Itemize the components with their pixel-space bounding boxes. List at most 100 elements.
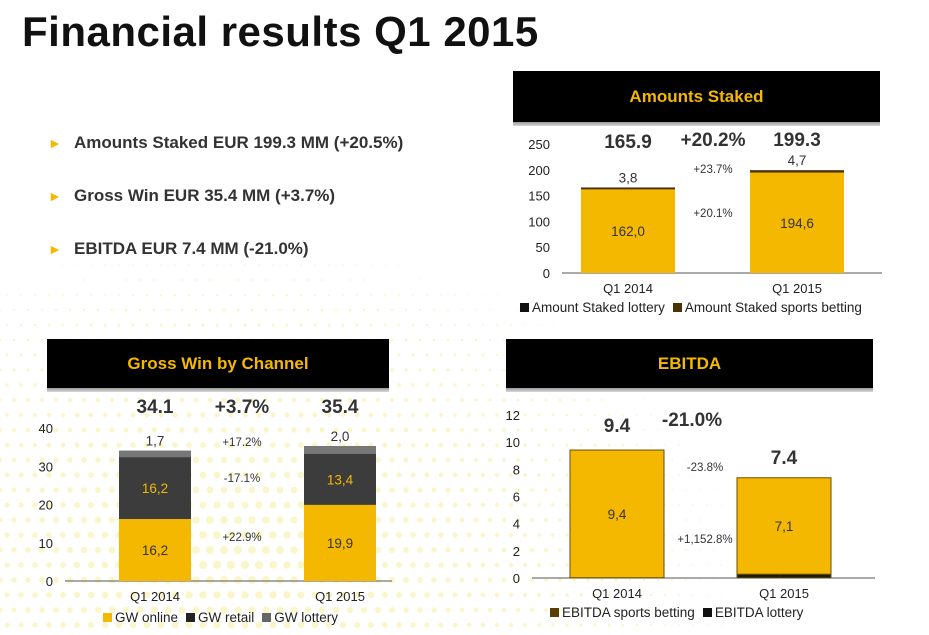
background-dot [213,471,221,479]
background-dot [145,323,149,327]
background-dot [115,591,123,599]
background-dot [206,576,214,584]
background-dot [103,293,107,297]
background-dot [0,368,2,372]
background-dot [251,249,253,251]
background-dot [25,577,31,583]
background-dot [381,591,389,599]
background-dot [297,531,305,539]
background-dot [558,548,562,552]
background-dot [291,427,297,433]
legend-label: EBITDA sports betting [562,605,695,620]
background-dot [565,473,569,477]
background-dot [146,264,148,266]
background-dot [424,622,430,628]
background-dot [551,563,555,567]
background-dot [67,457,73,463]
key-figures-list: ► Amounts Staked EUR 199.3 MM (+20.5%) ►… [48,130,403,289]
background-dot [487,577,493,583]
data-label: 2,0 [331,429,350,444]
background-dot [663,593,667,597]
background-dot [614,578,618,582]
background-dot [426,294,428,296]
background-dot [256,442,262,448]
background-dot [80,516,88,524]
amounts-staked-svg: 0 50 100 150 200 250 162,0 3,8 Q1 2014 165.9 194,6… [528,130,882,296]
background-dot [671,459,673,461]
background-dot [664,444,666,446]
background-dot [221,427,227,433]
background-dot [670,518,674,522]
background-dot [305,427,311,433]
gross-win-svg: 0 10 20 30 40 16,2 16,2 1,7 Q1 2014 34.1 19,9 13,4 2… [39,397,392,604]
background-dot [290,486,298,494]
background-dot [417,607,423,613]
background-dot [649,623,653,627]
background-dot [502,398,506,402]
background-dot [670,578,674,582]
background-dot [130,412,136,418]
background-dot [248,576,256,584]
background-dot [39,577,45,583]
background-dot [678,474,680,476]
background-dot [83,279,85,281]
background-dot [355,293,359,297]
background-dot [381,561,389,569]
background-dot [66,546,74,554]
amounts-staked-legend: Amount Staked lottery Amount Staked spor… [520,300,870,315]
background-dot [487,517,493,523]
background-dot [614,608,618,612]
background-dot [54,308,58,312]
y-tick-label: 2 [513,544,520,559]
background-dot [502,428,506,432]
background-dot [509,413,513,417]
background-dot [207,427,213,433]
background-dot [199,471,207,479]
background-dot [706,564,708,566]
background-dot [403,577,409,583]
y-tick-label: 10 [39,536,53,551]
background-dot [234,606,242,614]
background-dot [88,442,94,448]
background-dot [370,264,372,266]
background-dot [101,591,109,599]
background-dot [304,606,312,614]
background-dot [241,471,249,479]
background-dot [173,323,177,327]
background-dot [600,578,604,582]
background-dot [4,562,10,568]
background-dot [650,414,652,416]
background-dot [403,427,409,433]
background-dot [417,517,423,523]
background-dot [192,576,200,584]
background-dot [459,517,465,523]
background-dot [279,279,281,281]
background-dot [391,279,393,281]
background-dot [363,279,365,281]
background-dot [247,545,257,555]
background-dot [62,294,64,296]
background-dot [276,576,284,584]
background-dot [227,591,235,599]
background-dot [269,561,277,569]
background-dot [298,412,304,418]
background-dot [139,279,141,281]
background-dot [117,293,121,297]
background-dot [263,427,269,433]
background-dot [27,279,29,281]
legend-label: GW lottery [274,610,339,625]
background-dot [467,323,471,327]
background-dot [327,323,331,327]
background-dot [220,516,228,524]
background-dot [305,397,311,403]
background-dot [473,547,479,553]
background-dot [82,308,86,312]
gross-win-header: Gross Win by Channel [47,339,389,392]
background-dot [607,593,611,597]
background-dot [482,294,484,296]
background-dot [565,503,569,507]
background-dot [129,591,137,599]
background-dot [292,308,296,312]
background-dot [509,473,513,477]
background-dot [403,487,409,493]
